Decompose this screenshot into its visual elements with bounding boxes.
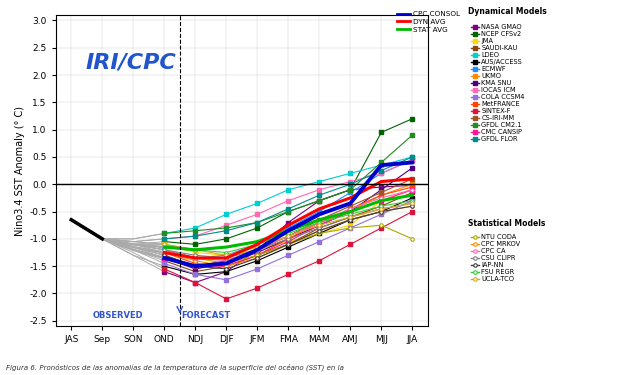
Text: Statistical Models: Statistical Models: [468, 219, 546, 228]
Text: IRI/CPC: IRI/CPC: [86, 53, 176, 72]
Legend: CPC CONSOL, DYN AVG, STAT AVG: CPC CONSOL, DYN AVG, STAT AVG: [397, 11, 460, 33]
Text: Figura 6. Pronósticos de las anomalías de la temperatura de la superficie del oc: Figura 6. Pronósticos de las anomalías d…: [6, 364, 344, 371]
Y-axis label: Nino3.4 SST Anomaly (° C): Nino3.4 SST Anomaly (° C): [15, 106, 25, 236]
Text: OBSERVED: OBSERVED: [92, 311, 143, 320]
Text: Dynamical Models: Dynamical Models: [468, 8, 547, 16]
Legend: NASA GMAO, NCEP CFSv2, JMA, SAUDI-KAU, LDEO, AUS/ACCESS, ECMWF, UKMO, KMA SNU, I: NASA GMAO, NCEP CFSv2, JMA, SAUDI-KAU, L…: [471, 24, 525, 142]
Legend: NTU CODA, CPC MRKOV, CPC CA, CSU CLIPR, IAP-NN, FSU REGR, UCLA-TCO: NTU CODA, CPC MRKOV, CPC CA, CSU CLIPR, …: [471, 234, 521, 282]
Text: FORECAST: FORECAST: [181, 311, 231, 320]
